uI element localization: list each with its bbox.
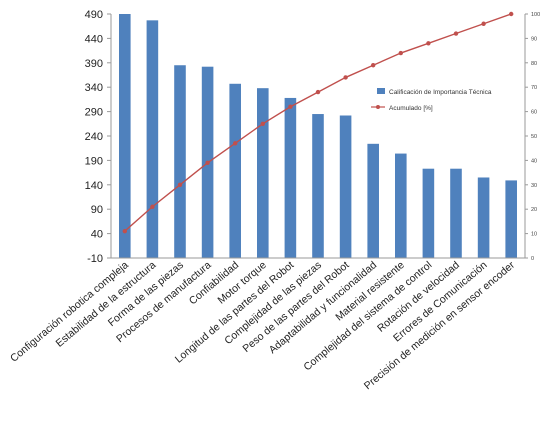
line-point [288,104,293,109]
bar [339,115,352,258]
line-point [260,121,265,127]
y-tick-label: 440 [85,33,103,45]
legend-swatch-bar [377,88,385,94]
bar [367,143,379,258]
line-point [371,63,376,68]
line-point [343,75,348,80]
bar [422,168,435,258]
legend-label-bar: Calificación de Importancia Técnica [389,89,492,96]
y-tick-label: 290 [85,107,103,119]
y2-tick-label: 60 [531,110,537,116]
y2-tick-label: 50 [531,134,537,140]
line-point [509,11,514,17]
line-point [453,31,459,36]
line-point [315,89,321,95]
y2-tick-label: 70 [531,85,537,91]
line-point [205,160,210,166]
bar [284,97,297,258]
y-tick-label: 490 [85,9,103,21]
y-tick-label: 390 [85,58,103,70]
line-point [177,182,183,187]
y-tick-label: -10 [87,253,103,265]
legend: Calificación de Importancia Técnica Acum… [371,88,492,112]
bar [312,114,324,258]
y-tick-label: 40 [91,229,103,241]
line-point [150,204,155,209]
y-tick-label: 340 [85,82,103,94]
line-point [481,21,486,26]
y2-tick-label: 100 [531,12,540,18]
line-series [122,11,514,234]
line-point [233,141,238,146]
legend-swatch-marker [376,105,380,109]
y-tick-label: 190 [85,155,103,167]
bar [229,83,241,258]
line-point [426,41,431,46]
bar [174,65,186,259]
y2-tick-label: 90 [531,36,537,42]
bar [477,177,490,258]
y2-tick-label: 0 [531,256,534,262]
bar [119,14,131,258]
x-tick-label: Configuración robotica compleja [8,259,131,365]
bar [450,168,462,258]
y2-tick-label: 30 [531,183,537,189]
y-tick-label: 140 [85,180,103,192]
y2-tick-label: 20 [531,207,537,213]
y-tick-label: 90 [91,204,103,216]
bar [505,180,517,258]
line-point [122,228,128,234]
y2-tick-label: 40 [531,158,537,164]
y2-tick-label: 10 [531,232,537,238]
bar [257,88,269,259]
line-point [398,50,403,56]
bar [146,20,159,259]
left-y-ticks: 490 440 390 340 290 240 190 140 90 40 -10 [85,9,111,265]
bar [395,153,407,258]
y-tick-label: 240 [85,131,103,143]
bar-series [119,14,517,259]
legend-label-line: Acumulado [%] [389,105,433,112]
category-labels: Configuración robotica complejaEstabilid… [8,259,517,392]
y2-tick-label: 80 [531,61,537,67]
